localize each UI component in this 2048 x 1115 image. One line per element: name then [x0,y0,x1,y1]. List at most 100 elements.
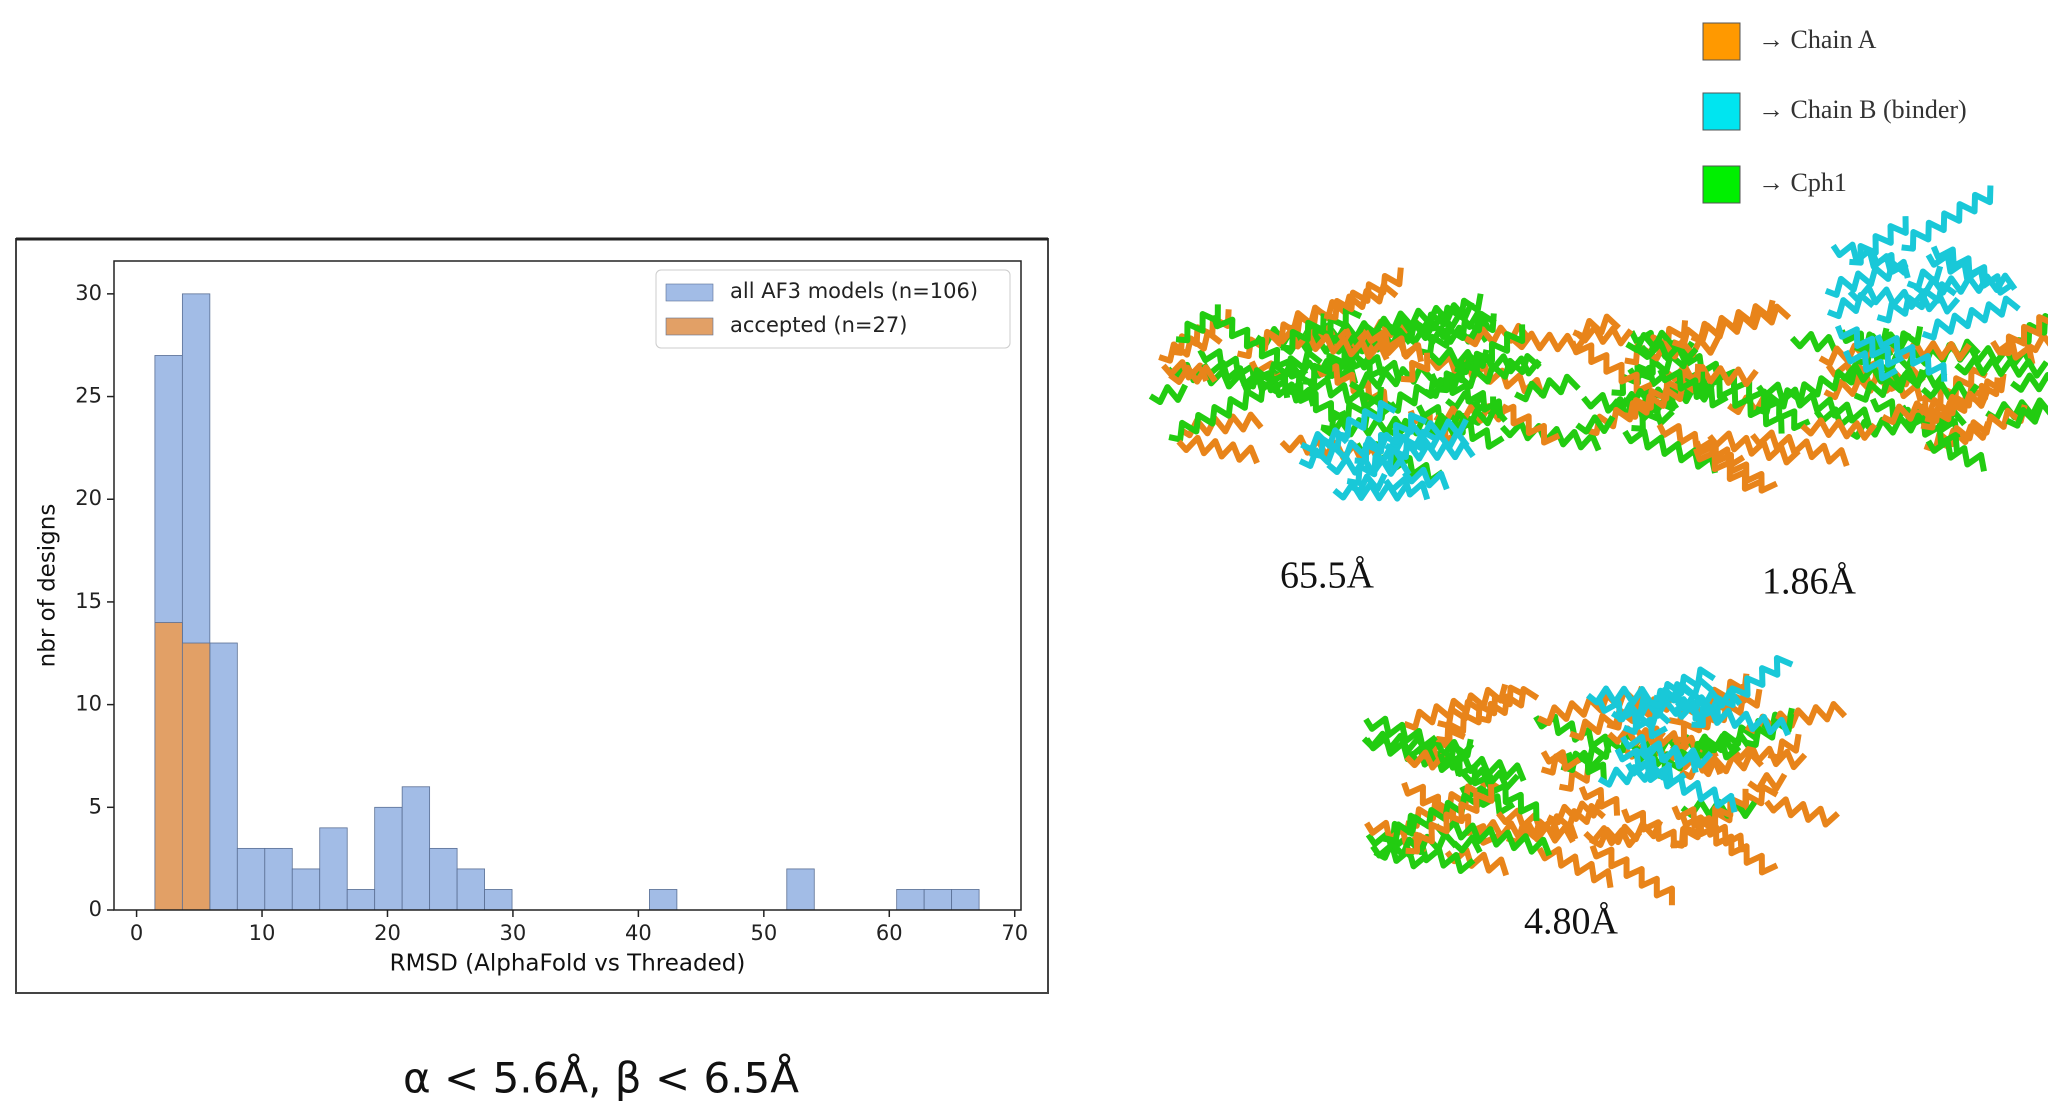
cartoon-strand [1499,419,1602,452]
cartoon-strand [1348,472,1388,495]
x-tick-label: 10 [249,921,276,945]
bar [209,642,238,911]
rmsd-label: 1.86Å [1762,561,1857,603]
chain-label: → Chain B (binder) [1758,95,1967,124]
y-tick-label: 5 [89,794,102,818]
cartoon-strand [1622,428,1718,474]
y-tick-label: 10 [75,692,102,716]
x-tick-label: 50 [750,921,777,945]
cartoon-strand [1842,349,1899,382]
cartoon-strand [1362,328,1425,363]
cartoon-strand [1402,466,1450,491]
cartoon-strand [1197,348,1291,399]
cartoon-strand [1800,417,1878,441]
bar [374,806,403,911]
x-tick-label: 40 [625,921,652,945]
cartoon-strand [1624,320,1689,366]
cartoon-strand [1562,749,1605,772]
cartoon-strand [1546,799,1603,826]
structures [1148,185,2048,906]
rmsd-label: 4.80Å [1524,901,1619,943]
cartoon-strand [1874,334,1948,382]
cartoon-strand [1637,349,1691,381]
cartoon-strand [1423,353,1542,399]
cartoon-strand [1849,216,1909,266]
cartoon-strand [1280,313,1327,352]
legend-label: accepted (n=27) [730,313,907,337]
bar [346,889,376,911]
bar [236,847,266,911]
cartoon-strand [1346,428,1439,486]
cartoon-strand [1634,725,1700,755]
cartoon-strand [1382,301,1475,332]
cartoon-strand [2024,332,2048,354]
cartoon-strand [1623,363,1702,420]
cartoon-strand [1418,310,1497,357]
legend-label: all AF3 models (n=106) [730,279,978,303]
cartoon-strand [1433,819,1553,857]
cartoon-strand [1620,733,1699,774]
cartoon-strand [1383,475,1431,501]
cartoon-strand [1403,683,1509,731]
cartoon-strand [1826,291,1876,320]
bar [154,622,183,911]
bar [786,868,815,911]
x-tick-label: 20 [374,921,401,945]
cartoon-strand [1168,364,1218,385]
cartoon-strand [2010,372,2048,393]
cartoon-strand [1764,796,1840,828]
rmsd-label: 65.5Å [1280,555,1375,597]
cartoon-strand [1496,807,1579,841]
cartoon-strand [1671,701,1791,737]
cartoon-strand [1393,418,1469,443]
cartoon-strand [1830,241,1911,279]
cartoon-strand [1348,363,1434,393]
cartoon-strand [1671,299,1776,349]
cartoon-strand [1575,414,1616,435]
cartoon-strand [1320,386,1384,433]
cartoon-strand [1789,331,1839,354]
cartoon-strand [1756,381,1872,427]
cartoon-strand [1241,349,1323,390]
cartoon-strand [1514,373,1581,403]
cartoon-strand [2016,313,2048,345]
legend-swatch [665,317,714,336]
cartoon-strand [1407,746,1527,782]
cartoon-strand [2005,405,2044,429]
bar [456,868,485,911]
cartoon-strand [1622,708,1672,735]
cartoon-strand [1176,434,1260,465]
cartoon-strand [1584,379,1699,437]
cartoon-strand [1853,368,1926,403]
cartoon-strand [1674,687,1743,712]
cartoon-strand [1614,747,1687,787]
cartoon-strand [1168,380,1279,443]
cartoon-strand [1673,788,1749,848]
cartoon-strand [1574,324,1634,347]
legend-box [655,269,1011,349]
cartoon-strand [1472,819,1576,844]
cartoon-strand [1930,245,2002,287]
cartoon-strand [1625,329,1675,353]
cartoon-strand [1363,715,1438,751]
cartoon-strand [1400,352,1431,383]
cartoon-strand [1463,322,1532,348]
cartoon-strand [1921,295,2021,341]
cartoon-strand [1906,265,1944,291]
bar [319,827,348,911]
bar [264,847,293,911]
cartoon-strand [1335,399,1397,440]
cartoon-strand [1925,438,1987,472]
chain-swatch [1702,22,1741,61]
cartoon-strand [1847,284,1961,315]
cartoon-strand [1625,760,1738,813]
cartoon-strand [1747,772,1788,793]
cartoon-strand [1323,267,1404,321]
chain-swatch [1702,92,1741,131]
bar [951,889,980,911]
cartoon-strand [1707,430,1801,466]
x-axis-label: RMSD (AlphaFold vs Threaded) [390,951,746,977]
cartoon-strand [1451,834,1483,854]
bar [649,889,678,911]
cartoon-strand [1997,314,2048,357]
